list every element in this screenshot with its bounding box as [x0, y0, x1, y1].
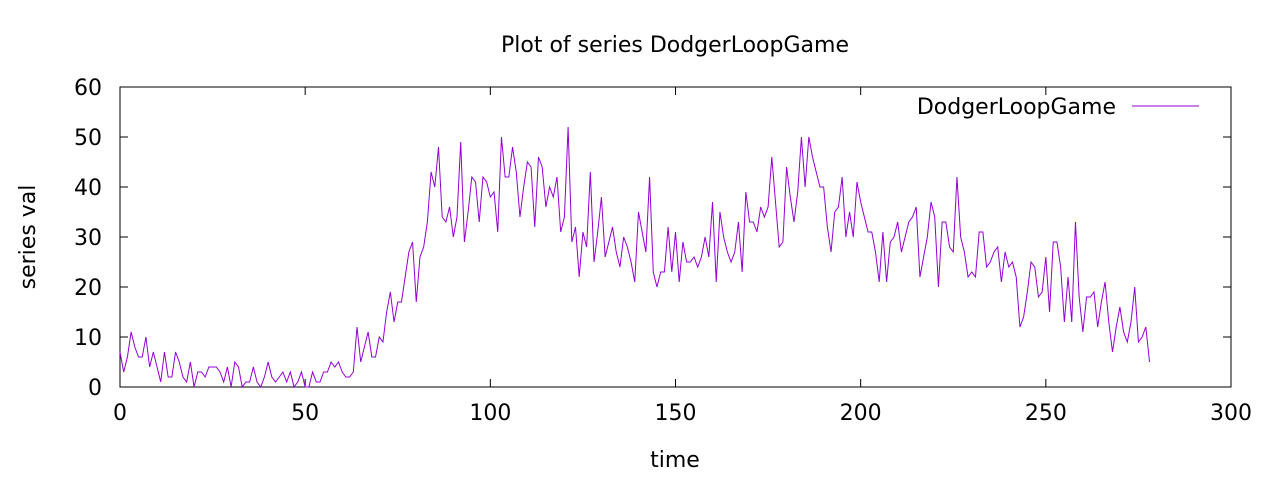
x-tick-label: 200 — [840, 401, 882, 426]
legend-label: DodgerLoopGame — [917, 95, 1116, 120]
plot-frame — [119, 86, 1232, 388]
x-tick-label: 300 — [1210, 401, 1252, 426]
y-tick-label: 60 — [74, 76, 102, 101]
x-tick-label: 0 — [113, 401, 127, 426]
y-tick-label: 50 — [74, 126, 102, 151]
x-tick-label: 150 — [655, 401, 697, 426]
y-tick-label: 40 — [74, 176, 102, 201]
x-tick-label: 100 — [469, 401, 511, 426]
y-axis-label: series val — [16, 185, 41, 290]
y-tick-label: 0 — [88, 376, 102, 401]
x-axis-ticks: 0 50 100 150 200 250 300 — [113, 87, 1252, 426]
series-line-dodgerloopgame — [119, 126, 1151, 389]
y-tick-label: 20 — [74, 276, 102, 301]
y-tick-label: 10 — [74, 326, 102, 351]
chart-title: Plot of series DodgerLoopGame — [501, 33, 849, 58]
x-tick-label: 50 — [291, 401, 319, 426]
y-tick-label: 30 — [74, 226, 102, 251]
legend: DodgerLoopGame — [917, 95, 1199, 120]
x-axis-label: time — [650, 448, 700, 473]
y-axis-ticks: 0 10 20 30 40 50 60 — [74, 76, 1231, 401]
x-tick-label: 250 — [1025, 401, 1067, 426]
